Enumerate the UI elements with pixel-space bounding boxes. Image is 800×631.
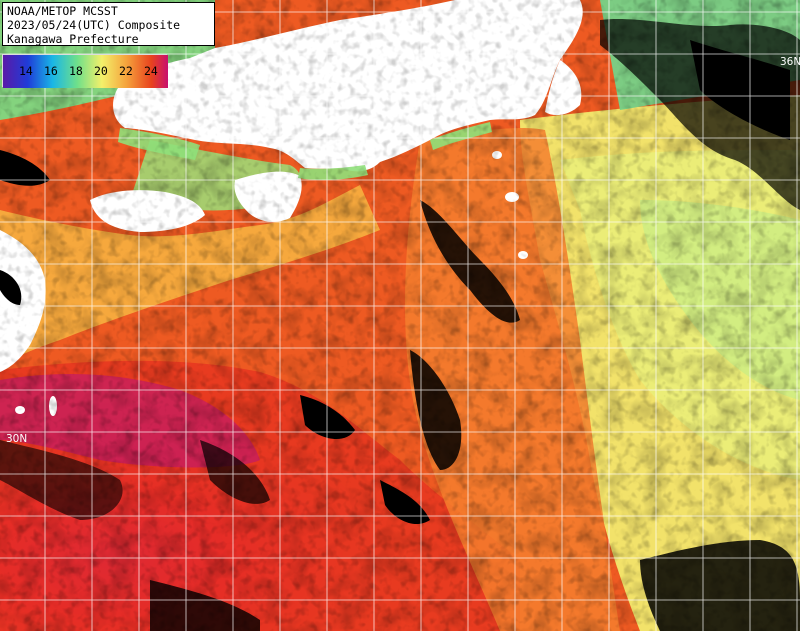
- title-line-1: NOAA/METOP MCSST: [7, 4, 118, 18]
- legend-label-18: 18: [69, 64, 83, 78]
- legend-label-14: 14: [19, 64, 33, 78]
- legend-label-22: 22: [119, 64, 133, 78]
- latitude-label-36n: 36N: [780, 56, 800, 68]
- legend-label-20: 20: [94, 64, 108, 78]
- legend-label-16: 16: [44, 64, 58, 78]
- title-box: NOAA/METOP MCSST 2023/05/24(UTC) Composi…: [2, 2, 215, 46]
- latitude-label-30n: 30N: [6, 433, 28, 445]
- legend-label-24: 24: [144, 64, 158, 78]
- legend-color-bar: [3, 55, 168, 88]
- title-line-2: 2023/05/24(UTC) Composite: [7, 18, 181, 32]
- title-line-3: Kanagawa Prefecture: [7, 32, 139, 46]
- temperature-legend: 14 16 18 20 22 24: [2, 54, 168, 88]
